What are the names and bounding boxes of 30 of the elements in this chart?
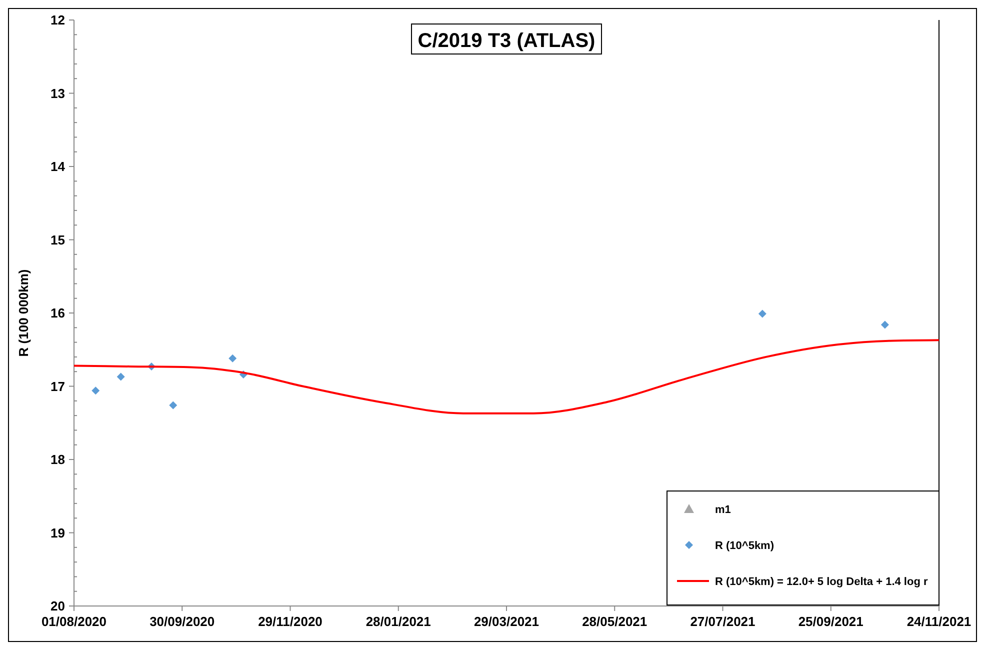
y-tick-label: 18 bbox=[50, 452, 65, 468]
text: C/2019 T3 (ATLAS) bbox=[418, 30, 596, 52]
point bbox=[228, 354, 237, 362]
legend-label: R (10^5km) = 12.0+ 5 log Delta + 1.4 log r bbox=[715, 576, 928, 588]
y-tick-label: 17 bbox=[50, 378, 65, 394]
point bbox=[92, 386, 100, 395]
x-tick-label: 30/09/2020 bbox=[150, 614, 215, 629]
legend-label: R (10^5km) bbox=[715, 540, 774, 552]
y-tick-label: 16 bbox=[50, 306, 65, 321]
y-tick-label: 13 bbox=[50, 86, 65, 101]
y-axis-title: R (100 000km) bbox=[16, 269, 31, 357]
x-tick-label: 29/11/2020 bbox=[258, 614, 322, 629]
point bbox=[116, 372, 125, 381]
x-tick-label: 25/09/2021 bbox=[798, 614, 864, 629]
y-tick-label: 19 bbox=[50, 525, 65, 540]
x-tick-label: 29/03/2021 bbox=[474, 614, 540, 629]
y-tick-label: 14 bbox=[50, 159, 66, 174]
x-tick-label: 01/08/2020 bbox=[41, 614, 107, 629]
x-tick-label: 28/01/2021 bbox=[366, 614, 431, 629]
x-tick-label: 27/07/2021 bbox=[690, 614, 756, 629]
legend-label: m1 bbox=[715, 504, 731, 516]
point bbox=[169, 401, 178, 410]
y-tick-label: 12 bbox=[50, 12, 65, 28]
point bbox=[880, 320, 889, 329]
point bbox=[758, 310, 766, 318]
x-tick-label: 24/11/2021 bbox=[906, 614, 972, 629]
y-tick-label: 15 bbox=[50, 232, 65, 248]
y-tick-label: 20 bbox=[50, 598, 65, 614]
line-series bbox=[73, 339, 940, 414]
x-tick-label: 28/05/2021 bbox=[582, 614, 648, 629]
